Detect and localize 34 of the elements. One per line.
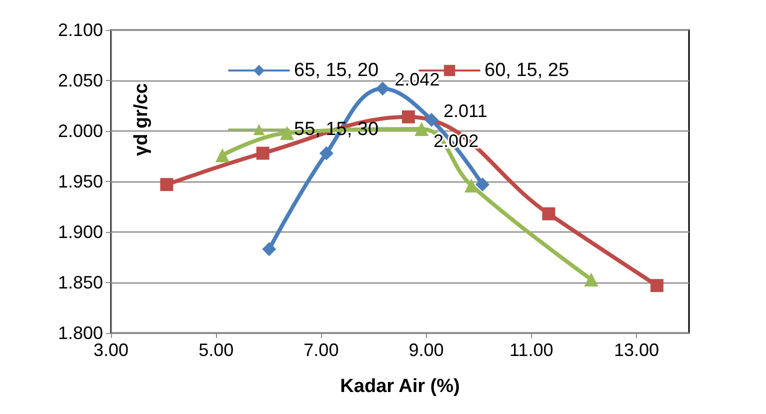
point [262, 242, 276, 256]
point [542, 207, 556, 220]
point [414, 122, 429, 136]
point [160, 178, 174, 192]
y-tick-label: 1.850 [58, 272, 103, 292]
point [280, 126, 294, 140]
point [584, 272, 598, 286]
legend-label: 60, 15, 25 [484, 60, 570, 81]
point [424, 112, 439, 127]
data-label: 2.042 [394, 70, 440, 90]
x-tick-label: 11.00 [510, 340, 554, 360]
x-tick-label: 9.00 [408, 340, 444, 360]
x-tick-label: 13.00 [614, 340, 659, 360]
legend-label: 65, 15, 20 [294, 60, 379, 81]
point [650, 279, 664, 292]
x-tick-label: 7.00 [304, 340, 339, 360]
y-tick-label: 2.100 [58, 20, 103, 40]
y-tick-label: 1.800 [58, 323, 103, 343]
point [402, 110, 415, 124]
point [464, 178, 478, 193]
y-tick-label: 1.900 [58, 222, 103, 242]
point [215, 148, 230, 162]
y-tick-label: 2.000 [58, 121, 103, 141]
y-tick-label: 1.950 [58, 172, 103, 192]
x-axis-title: Kadar Air (%) [340, 376, 460, 397]
point [319, 146, 334, 160]
point [256, 146, 270, 160]
y-axis-title: γd gr/cc [131, 82, 152, 156]
data-label: 2.011 [444, 100, 488, 121]
point [376, 82, 390, 96]
y-tick-label: 2.050 [58, 70, 103, 90]
x-tick-label: 3.00 [93, 340, 129, 360]
point [475, 178, 490, 192]
x-tick-label: 5.00 [198, 340, 234, 360]
